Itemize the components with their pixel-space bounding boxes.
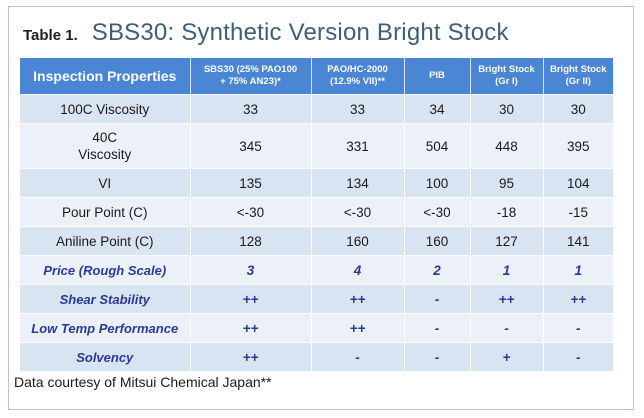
table-row: Solvency ++ - - + - xyxy=(20,342,613,371)
cell-value: ++ xyxy=(311,284,405,314)
cell-value: - xyxy=(470,313,544,343)
cell-value: ++ xyxy=(311,313,405,343)
cell-value: <-30 xyxy=(190,197,312,227)
cell-value: <-30 xyxy=(404,197,471,227)
header-sbs30: SBS30 (25% PAO100 + 75% AN23)* xyxy=(190,58,312,95)
cell-value: - xyxy=(543,342,613,371)
cell-value: - xyxy=(404,342,471,371)
cell-value: + xyxy=(470,342,544,371)
cell-value: <-30 xyxy=(311,197,405,227)
cell-value: ++ xyxy=(190,313,312,343)
cell-value: - xyxy=(404,313,471,343)
cell-value: 100 xyxy=(404,168,471,198)
cell-value: -18 xyxy=(470,197,544,227)
cell-value: 3 xyxy=(190,255,312,285)
cell-value: 395 xyxy=(543,123,613,169)
cell-value: 1 xyxy=(470,255,544,285)
row-property: Price (Rough Scale) xyxy=(20,255,191,285)
cell-value: 104 xyxy=(543,168,613,198)
table-row: VI 135 134 100 95 104 xyxy=(20,168,613,198)
cell-value: 345 xyxy=(190,123,312,169)
header-pib: PIB xyxy=(404,58,471,95)
cell-value: 141 xyxy=(543,226,613,256)
cell-value: 33 xyxy=(311,94,405,124)
cell-value: - xyxy=(543,313,613,343)
header-inspection-properties: Inspection Properties xyxy=(20,58,191,95)
table-row: Aniline Point (C) 128 160 160 127 141 xyxy=(20,226,613,256)
table-row: Shear Stability ++ ++ - ++ ++ xyxy=(20,284,613,314)
row-property: 100C Viscosity xyxy=(20,94,191,124)
header-row: Inspection Properties SBS30 (25% PAO100 +… xyxy=(20,58,613,95)
table-row: 100C Viscosity 33 33 34 30 30 xyxy=(20,94,613,124)
cell-value: ++ xyxy=(190,284,312,314)
table-label: Table 1. xyxy=(23,27,78,44)
row-property: VI xyxy=(20,168,191,198)
cell-value: 95 xyxy=(470,168,544,198)
cell-value: 30 xyxy=(470,94,544,124)
cell-value: 1 xyxy=(543,255,613,285)
footnote: Data courtesy of Mitsui Chemical Japan** xyxy=(14,374,272,390)
cell-value: -15 xyxy=(543,197,613,227)
table-title: SBS30: Synthetic Version Bright Stock xyxy=(91,19,509,46)
cell-value: 504 xyxy=(404,123,471,169)
header-bright-stock-gr1: Bright Stock (Gr I) xyxy=(470,58,544,95)
row-property: Low Temp Performance xyxy=(20,313,191,343)
cell-value: 33 xyxy=(190,94,312,124)
cell-value: 127 xyxy=(470,226,544,256)
cell-value: - xyxy=(404,284,471,314)
header-bright-stock-gr2: Bright Stock (Gr II) xyxy=(543,58,613,95)
table-row: Price (Rough Scale) 3 4 2 1 1 xyxy=(20,255,613,285)
row-property: Shear Stability xyxy=(20,284,191,314)
cell-value: 160 xyxy=(404,226,471,256)
cell-value: 135 xyxy=(190,168,312,198)
cell-value: 34 xyxy=(404,94,471,124)
table-row: Pour Point (C) <-30 <-30 <-30 -18 -15 xyxy=(20,197,613,227)
row-property: Aniline Point (C) xyxy=(20,226,191,256)
title-row: Table 1. SBS30: Synthetic Version Bright… xyxy=(23,19,509,47)
row-property: Solvency xyxy=(20,342,191,371)
properties-table: Inspection Properties SBS30 (25% PAO100 +… xyxy=(20,58,613,371)
cell-value: 4 xyxy=(311,255,405,285)
cell-value: 331 xyxy=(311,123,405,169)
table-row: 40C Viscosity 345 331 504 448 395 xyxy=(20,123,613,169)
cell-value: - xyxy=(311,342,405,371)
cell-value: ++ xyxy=(190,342,312,371)
row-property: Pour Point (C) xyxy=(20,197,191,227)
cell-value: 30 xyxy=(543,94,613,124)
cell-value: 2 xyxy=(404,255,471,285)
cell-value: 448 xyxy=(470,123,544,169)
cell-value: ++ xyxy=(543,284,613,314)
cell-value: 128 xyxy=(190,226,312,256)
cell-value: 160 xyxy=(311,226,405,256)
row-property: 40C Viscosity xyxy=(20,123,191,169)
cell-value: ++ xyxy=(470,284,544,314)
cell-value: 134 xyxy=(311,168,405,198)
table-row: Low Temp Performance ++ ++ - - - xyxy=(20,313,613,343)
header-pao-hc-2000: PAO/HC-2000 (12.9% VII)** xyxy=(311,58,405,95)
